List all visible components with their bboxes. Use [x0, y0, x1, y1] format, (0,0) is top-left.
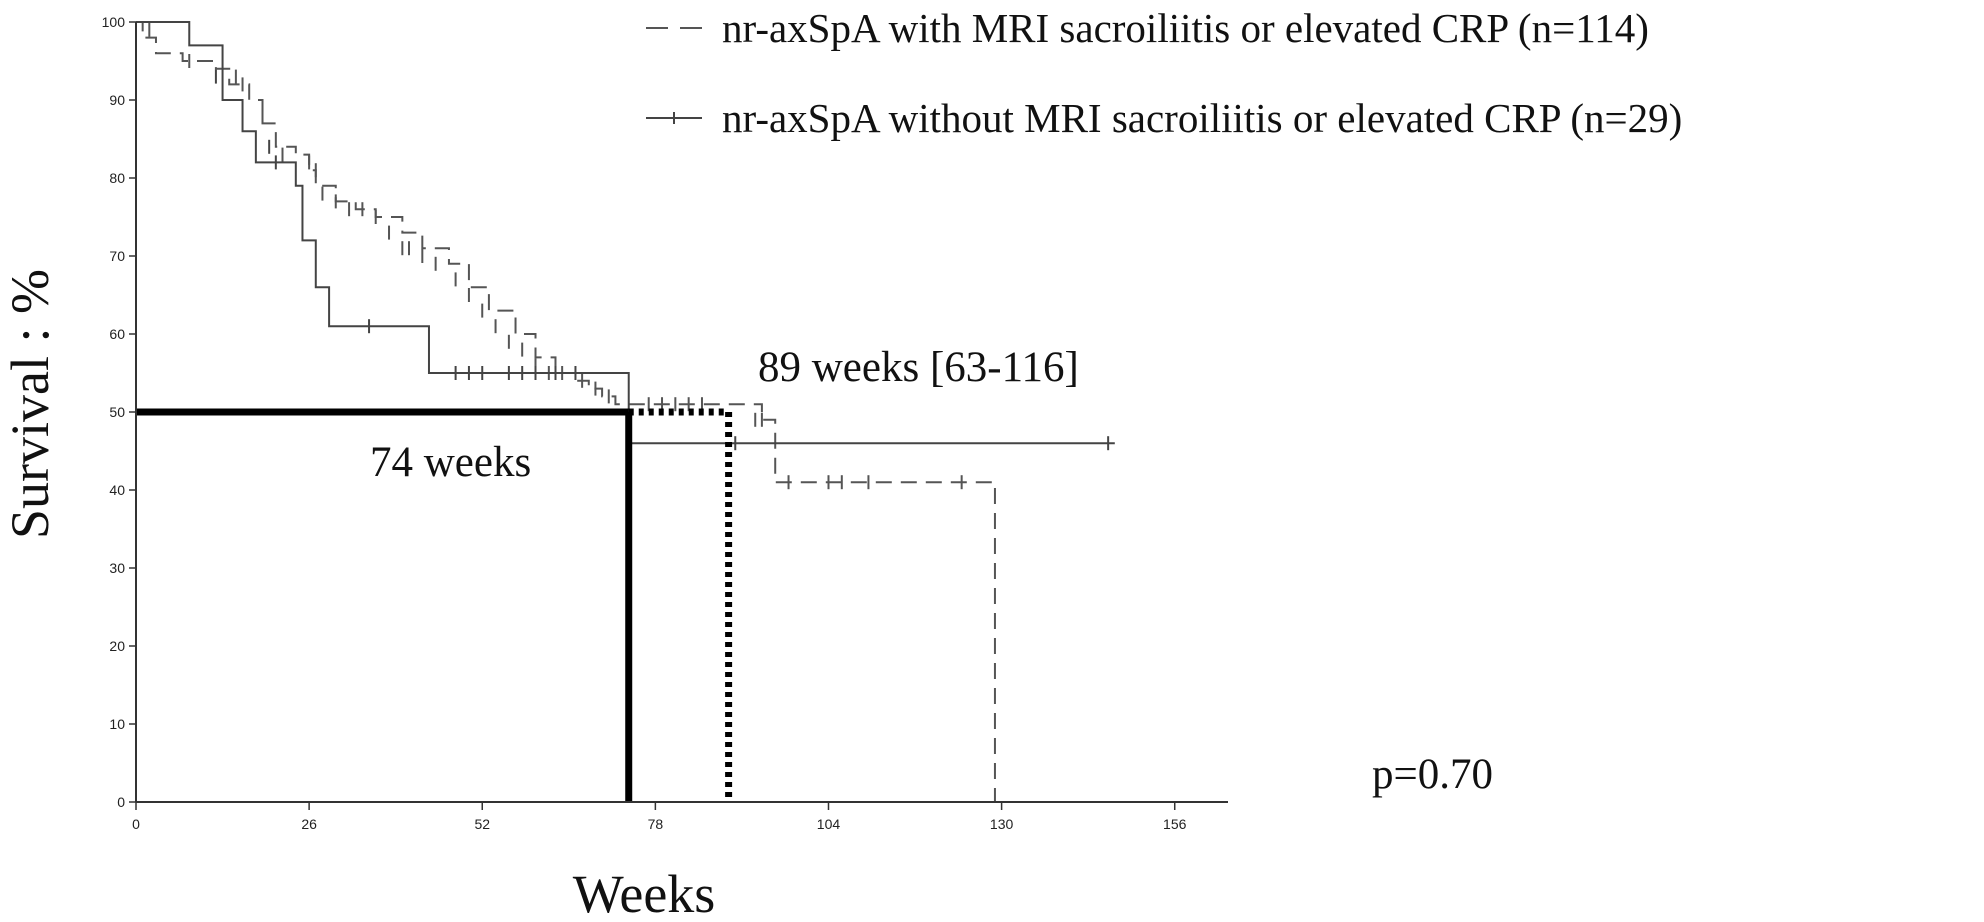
x-tick-label-52: 52 — [474, 816, 490, 832]
annotation-89-weeks: 89 weeks [63-116] — [758, 344, 1079, 391]
y-tick-label-30: 30 — [109, 560, 125, 576]
x-axis-ticks: 0 26 52 78 104 130 156 — [132, 802, 1187, 832]
y-tick-label-40: 40 — [109, 482, 125, 498]
y-tick-label-90: 90 — [109, 92, 125, 108]
y-tick-label-60: 60 — [109, 326, 125, 342]
x-axis-title: Weeks — [573, 864, 716, 922]
y-axis-ticks: 0 10 20 30 40 50 60 70 80 90 100 — [102, 14, 136, 810]
x-tick-label-130: 130 — [990, 816, 1014, 832]
x-tick-label-26: 26 — [301, 816, 317, 832]
y-tick-label-70: 70 — [109, 248, 125, 264]
y-tick-label-100: 100 — [102, 14, 126, 30]
legend: nr-axSpA with MRI sacroiliitis or elevat… — [646, 5, 1682, 141]
y-tick-label-50: 50 — [109, 404, 125, 420]
x-tick-label-156: 156 — [1163, 816, 1187, 832]
y-tick-label-20: 20 — [109, 638, 125, 654]
x-tick-label-104: 104 — [817, 816, 841, 832]
median-lines — [136, 408, 733, 802]
legend-label-with-mri: nr-axSpA with MRI sacroiliitis or elevat… — [722, 5, 1649, 51]
x-tick-label-0: 0 — [132, 816, 140, 832]
y-tick-label-0: 0 — [117, 794, 125, 810]
x-tick-label-78: 78 — [648, 816, 664, 832]
series-layer — [136, 21, 1115, 802]
y-axis-title: Survival : % — [0, 269, 60, 539]
y-tick-label-80: 80 — [109, 170, 125, 186]
series-line-0 — [136, 21, 996, 802]
annotation-74-weeks: 74 weeks — [370, 439, 531, 486]
y-tick-label-10: 10 — [109, 716, 125, 732]
series-line-1 — [136, 21, 1115, 445]
p-value: p=0.70 — [1372, 751, 1493, 798]
legend-label-without-mri: nr-axSpA without MRI sacroiliitis or ele… — [722, 95, 1682, 141]
